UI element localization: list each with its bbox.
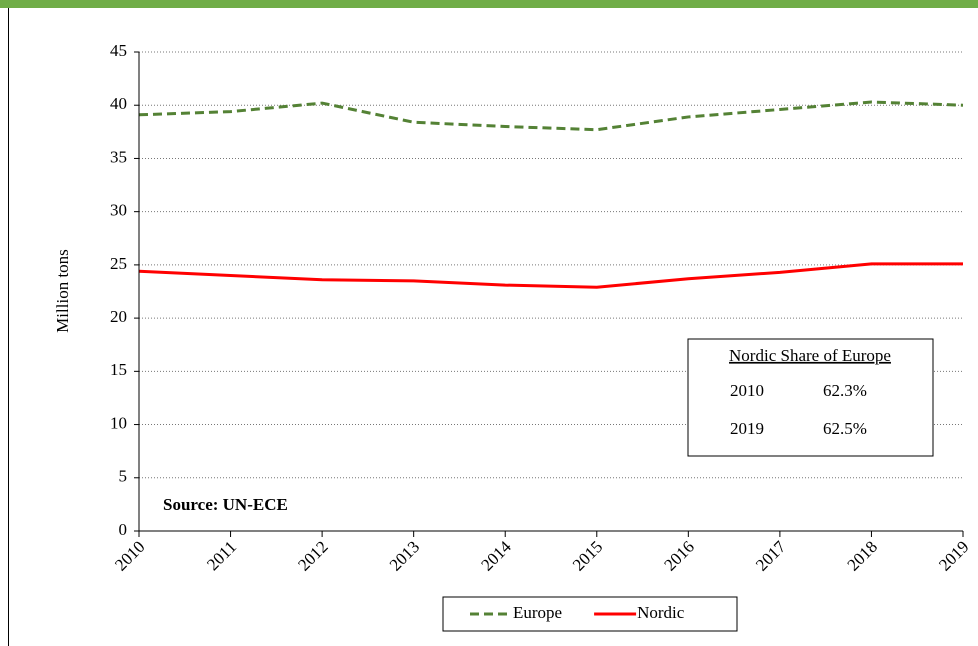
x-tick-label: 2013 bbox=[386, 537, 423, 574]
top-band bbox=[0, 0, 978, 8]
x-tick-label: 2016 bbox=[660, 537, 697, 574]
series-line bbox=[138, 262, 963, 289]
y-tick-label: 40 bbox=[110, 94, 127, 113]
x-tick-label: 2019 bbox=[935, 537, 972, 574]
y-tick-label: 30 bbox=[110, 201, 127, 220]
x-tick-label: 2012 bbox=[294, 537, 331, 574]
x-tick-label: 2018 bbox=[844, 537, 881, 574]
inset-year: 2019 bbox=[730, 419, 764, 438]
x-tick-label: 2017 bbox=[752, 537, 790, 575]
source-note: Source: UN-ECE bbox=[163, 495, 288, 514]
inset-share: 62.3% bbox=[823, 381, 867, 400]
y-tick-label: 45 bbox=[110, 41, 127, 60]
x-tick-label: 2015 bbox=[569, 537, 606, 574]
y-tick-label: 5 bbox=[119, 467, 128, 486]
y-tick-label: 25 bbox=[110, 254, 127, 273]
inset-share: 62.5% bbox=[823, 419, 867, 438]
legend-label: Nordic bbox=[637, 603, 685, 622]
y-tick-label: 0 bbox=[119, 520, 128, 539]
y-tick-label: 10 bbox=[110, 413, 127, 432]
x-tick-label: 2011 bbox=[203, 537, 240, 574]
x-tick-label: 2014 bbox=[477, 537, 515, 575]
inset-title: Nordic Share of Europe bbox=[729, 346, 891, 365]
inset-box bbox=[687, 338, 934, 457]
y-tick-label: 35 bbox=[110, 147, 127, 166]
legend-label: Europe bbox=[513, 603, 562, 622]
series-line bbox=[138, 100, 964, 132]
x-tick-label: 2010 bbox=[111, 537, 148, 574]
y-tick-label: 20 bbox=[110, 307, 127, 326]
inset-year: 2010 bbox=[730, 381, 764, 400]
y-tick-label: 15 bbox=[110, 360, 127, 379]
y-axis-title: Million tons bbox=[53, 249, 72, 333]
